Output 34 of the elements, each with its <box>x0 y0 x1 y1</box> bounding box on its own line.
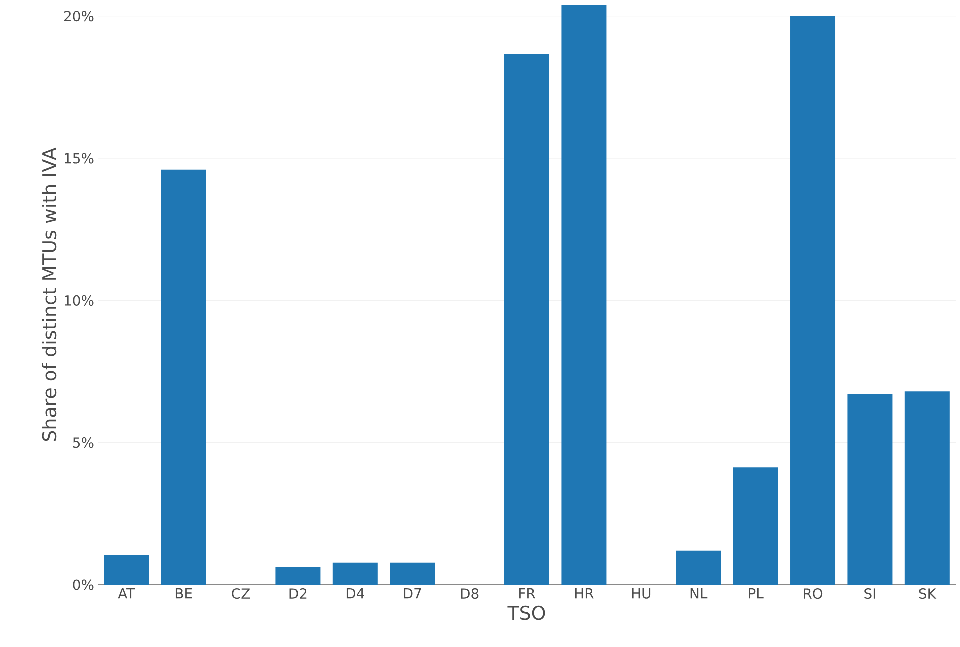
bar <box>390 562 436 585</box>
x-tick-label: NL <box>690 588 708 599</box>
bar <box>733 468 778 585</box>
bar <box>332 562 378 585</box>
bar <box>790 16 836 585</box>
x-tick-label: HU <box>632 588 651 599</box>
bar <box>848 394 893 585</box>
x-tick-label: D7 <box>404 588 422 599</box>
x-tick-label: D2 <box>290 588 307 599</box>
y-tick-label: 0% <box>73 580 94 590</box>
x-tick-label: FR <box>520 588 536 599</box>
x-tick-label: PL <box>749 588 764 599</box>
x-tick-label: CZ <box>232 588 250 600</box>
y-axis-title: Share of distinct MTUs with IVA <box>42 148 57 442</box>
y-tick-label: 15% <box>65 153 94 164</box>
x-tick-label: AT <box>118 588 136 599</box>
x-tick-label: D4 <box>346 588 364 599</box>
x-tick-label: SK <box>919 588 937 600</box>
bar <box>562 4 607 585</box>
x-tick-label: SI <box>864 588 876 600</box>
bar <box>676 550 722 585</box>
y-tick-label: 5% <box>73 438 94 448</box>
y-tick-label: 20% <box>64 11 94 22</box>
x-axis-title: TSO <box>508 606 546 620</box>
x-tick-label: HR <box>575 588 594 599</box>
x-tick-label: D8 <box>461 588 479 600</box>
x-tick-label: RO <box>804 588 823 600</box>
bar <box>276 567 321 585</box>
bar <box>504 54 550 585</box>
bar <box>161 170 206 585</box>
x-tick-label: BE <box>176 588 192 599</box>
y-tick-label: 10% <box>65 295 94 306</box>
bar <box>104 555 150 585</box>
bar <box>904 392 950 585</box>
